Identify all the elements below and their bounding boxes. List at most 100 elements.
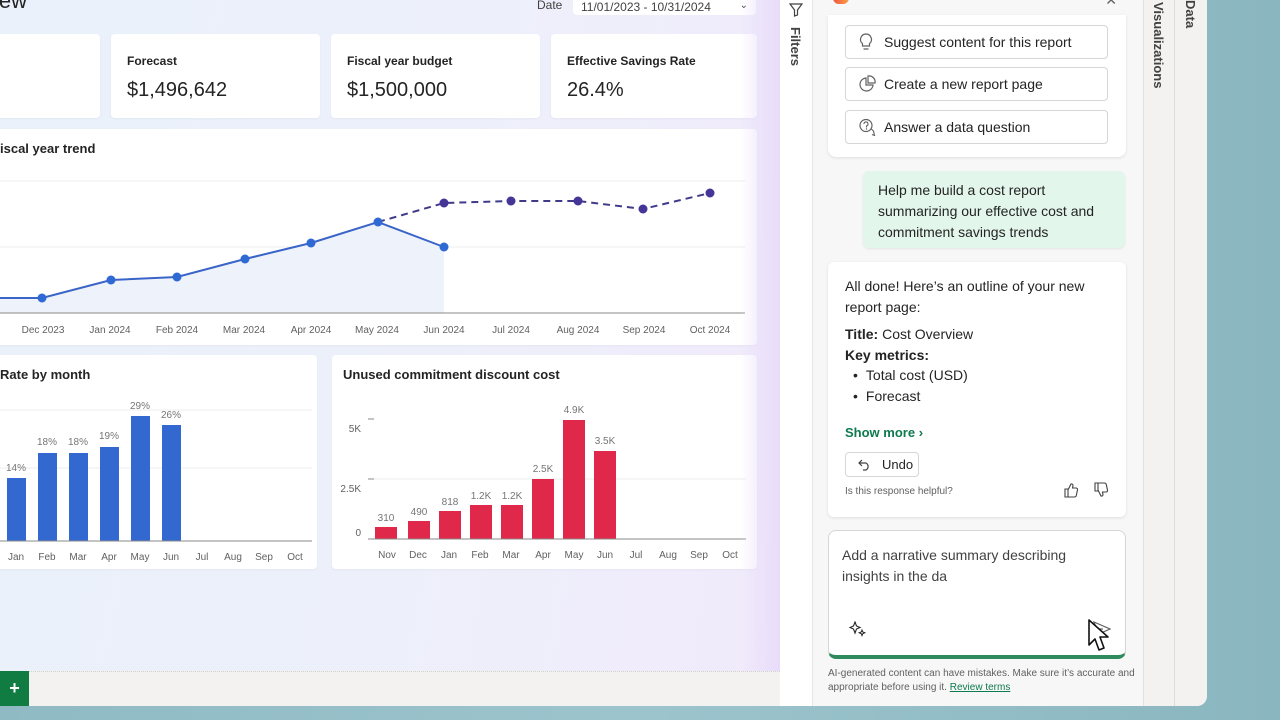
svg-text:Mar: Mar [69,552,87,563]
metric-item: Fiscal year budget [853,406,1109,411]
chart-title: Unused commitment discount cost [343,367,560,382]
svg-text:Dec 2023: Dec 2023 [22,325,65,336]
svg-text:Sep 2024: Sep 2024 [623,325,666,336]
suggestions-card: Suggest content for this report Create a… [828,15,1126,157]
kpi-card-budget[interactable]: Fiscal year budget $1,500,000 [331,34,540,118]
svg-text:26%: 26% [161,410,181,421]
data-label: Data [1183,0,1198,29]
helpful-prompt: Is this response helpful? [845,486,953,497]
chat-question-icon [858,118,880,136]
savings-rate-bar-chart: 14% 18% 18% 19% 29% 26% Jan Feb Mar Apr May Jun J… [0,401,312,563]
lightbulb-icon [858,33,880,51]
metrics-label: Key metrics: [845,346,930,363]
svg-text:Jun: Jun [163,552,179,563]
savings-rate-chart-card[interactable]: Rate by month 14% 18% 18% 19% 29% 26% Jan Feb… [0,355,317,569]
user-message: Help me build a cost report summarizing … [863,171,1125,248]
thumbs-down-icon[interactable] [1093,482,1109,498]
svg-text:Jan: Jan [441,550,457,561]
data-pane[interactable]: Data [1175,0,1207,706]
kpi-value: 26.4% [567,79,624,101]
pie-chart-icon [858,75,880,93]
undo-button[interactable]: Undo [845,452,919,477]
svg-text:310: 310 [378,513,395,524]
svg-text:14%: 14% [6,463,26,474]
copilot-response: All done! Here’s an outline of your new … [828,262,1126,517]
title-label: Title: [845,326,879,342]
filters-pane[interactable]: Filters [780,0,813,706]
suggestion-label: Answer a data question [884,119,1031,135]
filters-label: Filters [788,27,803,67]
svg-text:818: 818 [442,497,459,508]
svg-text:Jul: Jul [196,552,209,563]
svg-text:May: May [565,550,584,561]
svg-text:Oct: Oct [722,550,738,561]
add-page-button[interactable]: + [0,671,29,706]
date-range-dropdown[interactable]: 11/01/2023 - 10/31/2024 ⌄ [573,0,756,15]
title-value: Cost Overview [878,326,974,342]
answer-data-question-button[interactable]: Answer a data question [845,110,1108,144]
kpi-card-savings-rate[interactable]: Effective Savings Rate 26.4% [551,34,757,118]
copilot-logo-icon [833,0,849,4]
svg-text:Jul 2024: Jul 2024 [492,325,530,336]
svg-text:Apr: Apr [535,550,551,561]
metric-item: Total cost (USD) [853,365,1109,386]
svg-text:May 2024: May 2024 [355,325,399,336]
svg-text:2.5K: 2.5K [533,464,554,475]
trend-chart-card[interactable]: iscal year trend Dec 2023 Jan [0,129,757,345]
suggest-content-button[interactable]: Suggest content for this report [845,25,1108,59]
prompt-text: Add a narrative summary describing insig… [842,547,1067,584]
svg-text:Oct 2024: Oct 2024 [690,325,731,336]
kpi-label: Effective Savings Rate [567,54,696,68]
svg-text:29%: 29% [130,401,150,412]
svg-text:Apr: Apr [101,552,117,563]
svg-text:Feb 2024: Feb 2024 [156,325,199,336]
sparkle-icon[interactable] [849,621,867,637]
chart-title: iscal year trend [0,141,96,156]
svg-text:Jan 2024: Jan 2024 [89,325,131,336]
svg-text:Dec: Dec [409,550,427,561]
svg-text:2.5K: 2.5K [340,484,361,495]
metrics-list: Total cost (USD) Forecast Fiscal year bu… [845,365,1109,411]
svg-text:Jun 2024: Jun 2024 [423,325,465,336]
svg-text:Jan: Jan [8,552,24,563]
undo-icon [858,459,869,471]
date-range-value: 11/01/2023 - 10/31/2024 [581,0,711,14]
review-terms-link[interactable]: Review terms [949,682,1011,693]
svg-text:3.5K: 3.5K [595,436,616,447]
chart-title: Rate by month [0,367,91,382]
date-filter-label: Date [537,0,563,12]
svg-text:0: 0 [355,528,361,539]
create-report-page-button[interactable]: Create a new report page [845,67,1108,101]
svg-text:Nov: Nov [378,550,396,561]
suggestion-label: Suggest content for this report [884,34,1072,50]
copilot-prompt-input[interactable]: Add a narrative summary describing insig… [828,530,1126,659]
svg-text:Aug: Aug [659,550,677,561]
svg-text:Aug 2024: Aug 2024 [557,325,600,336]
visualizations-label: Visualizations [1151,2,1166,89]
svg-text:Jul: Jul [630,550,643,561]
filter-icon [789,3,803,17]
svg-text:5K: 5K [349,424,362,435]
chevron-down-icon: ⌄ [739,0,748,11]
svg-text:Jun: Jun [597,550,613,561]
thumbs-up-icon[interactable] [1063,482,1079,498]
kpi-card-forecast[interactable]: Forecast $1,496,642 [111,34,320,118]
svg-text:18%: 18% [68,437,88,448]
svg-text:Sep: Sep [690,550,708,561]
show-more-link[interactable]: Show more › [845,425,923,440]
undo-label: Undo [882,457,914,472]
svg-text:Oct: Oct [287,552,303,563]
visualizations-pane[interactable]: Visualizations [1143,0,1175,706]
svg-text:490: 490 [411,507,428,518]
svg-text:Feb: Feb [38,552,56,563]
mouse-cursor-icon [1088,619,1109,651]
svg-text:18%: 18% [37,437,57,448]
kpi-label: Fiscal year budget [347,54,453,68]
close-icon[interactable]: ✕ [1105,0,1117,8]
kpi-card-cropped[interactable] [0,34,100,118]
metric-item: Forecast [853,386,1109,407]
svg-text:1.2K: 1.2K [502,491,523,502]
unused-commitment-chart-card[interactable]: Unused commitment discount cost 5K 2.5K 0 … [332,355,757,569]
svg-text:1.2K: 1.2K [471,491,492,502]
